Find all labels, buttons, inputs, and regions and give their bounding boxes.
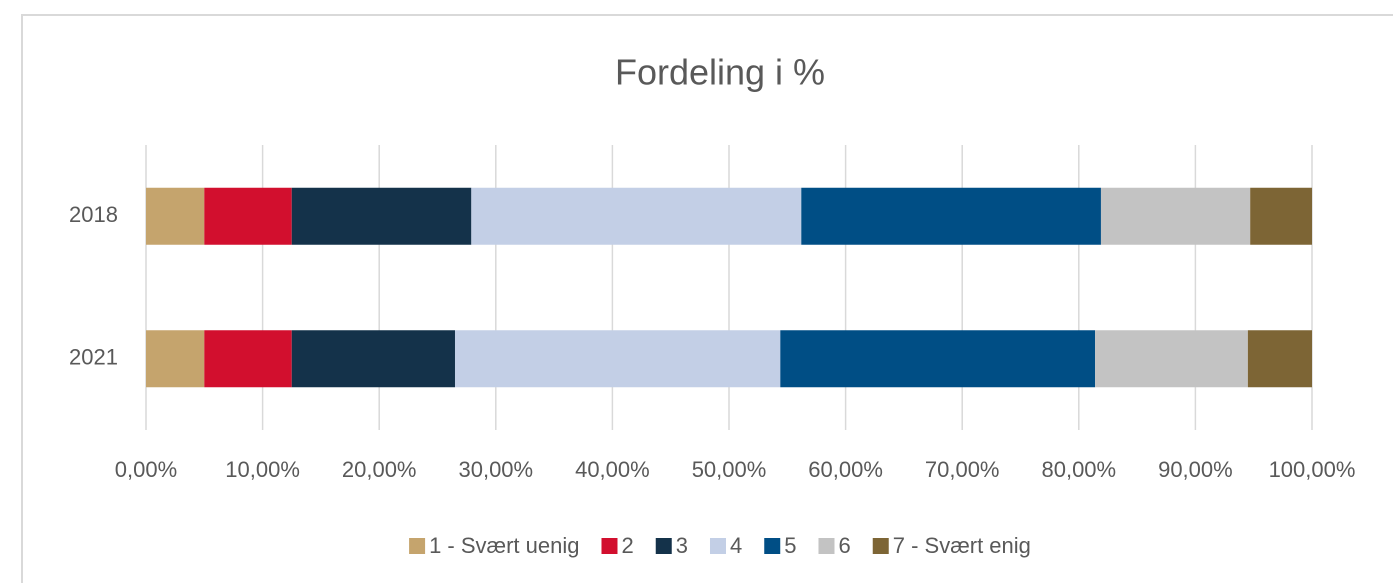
legend-label: 1 - Svært uenig xyxy=(429,533,579,558)
legend-label: 3 xyxy=(676,533,688,558)
bar-segment xyxy=(1250,187,1312,245)
legend-swatch xyxy=(601,538,618,554)
x-tick-label: 60,00% xyxy=(808,457,883,482)
x-tick-label: 40,00% xyxy=(575,457,650,482)
legend-swatch xyxy=(764,538,781,554)
bar-segment xyxy=(801,187,1101,245)
legend-label: 5 xyxy=(784,533,796,558)
bar-segment xyxy=(780,330,1096,388)
chart-title: Fordeling i % xyxy=(615,52,825,93)
y-tick-label: 2021 xyxy=(69,345,118,370)
x-tick-label: 50,00% xyxy=(692,457,767,482)
legend-label: 7 - Svært enig xyxy=(893,533,1031,558)
bar-segment xyxy=(471,187,802,245)
bar-segment xyxy=(1095,330,1248,388)
x-tick-label: 90,00% xyxy=(1158,457,1233,482)
legend-label: 6 xyxy=(838,533,850,558)
bar-segment xyxy=(146,330,205,388)
bar-segment xyxy=(1100,187,1251,245)
legend-label: 4 xyxy=(730,533,742,558)
bar-segment xyxy=(146,187,205,245)
x-tick-label: 10,00% xyxy=(225,457,300,482)
bar-segment xyxy=(204,187,292,245)
x-tick-label: 30,00% xyxy=(458,457,533,482)
legend-label: 2 xyxy=(621,533,633,558)
legend-swatch xyxy=(872,538,889,554)
bar-segment xyxy=(291,330,455,388)
bar-segment xyxy=(1247,330,1312,388)
x-tick-label: 0,00% xyxy=(115,457,177,482)
legend-swatch xyxy=(409,538,426,554)
x-tick-label: 70,00% xyxy=(925,457,1000,482)
x-tick-label: 100,00% xyxy=(1269,457,1356,482)
legend-swatch xyxy=(818,538,835,554)
bar-segment xyxy=(291,187,472,245)
bar-segment xyxy=(204,330,292,388)
bar-segment xyxy=(454,330,781,388)
chart-border xyxy=(21,14,1393,583)
y-tick-label: 2018 xyxy=(69,202,118,227)
legend-swatch xyxy=(709,538,726,554)
x-tick-label: 20,00% xyxy=(342,457,417,482)
x-tick-label: 80,00% xyxy=(1041,457,1116,482)
legend-swatch xyxy=(655,538,672,554)
